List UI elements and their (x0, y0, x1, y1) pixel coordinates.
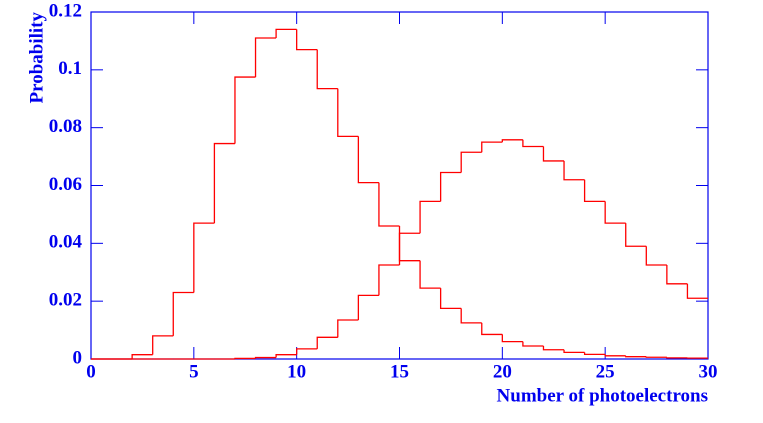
y-tick-label: 0.02 (49, 290, 82, 311)
histogram-bin (625, 355, 647, 358)
histogram-bin (378, 264, 400, 296)
histogram-bin (419, 260, 441, 289)
histogram-bin (501, 334, 523, 343)
histogram-bin (316, 336, 338, 349)
x-tick-label: 15 (390, 361, 409, 382)
x-tick-label: 30 (699, 361, 718, 382)
histogram-bin (439, 171, 462, 202)
histogram-bin (522, 341, 544, 347)
histogram-bin (481, 141, 503, 153)
histogram-bin (316, 49, 338, 90)
histogram-bin (439, 288, 462, 310)
histogram-bin (398, 232, 421, 266)
x-tick-label: 10 (287, 361, 306, 382)
histogram-bin (666, 357, 688, 359)
histogram-bin (645, 356, 667, 358)
histogram-bin (193, 222, 215, 293)
histogram-bin (460, 308, 482, 324)
histogram-bin (296, 348, 318, 355)
plot-frame (90, 11, 709, 360)
histogram-bin (542, 146, 565, 162)
histogram-bin (563, 349, 585, 353)
histogram-bin (275, 354, 297, 358)
histogram-bin (337, 319, 359, 338)
histogram-bin (645, 246, 667, 266)
histogram-bin (152, 335, 174, 355)
histogram-bin (501, 139, 523, 143)
histogram-bin (234, 357, 256, 360)
histogram-bin (419, 200, 441, 234)
x-tick-label: 20 (493, 361, 512, 382)
x-tick-label: 0 (86, 361, 96, 382)
y-tick-label: 0.12 (49, 0, 82, 21)
histogram-bin (563, 160, 585, 181)
histogram-bin (275, 28, 297, 39)
x-tick-label: 5 (189, 361, 199, 382)
histogram-bin (337, 88, 359, 137)
histogram-bin (625, 223, 647, 247)
histogram-bin (254, 37, 277, 78)
histogram-bin (666, 265, 688, 285)
y-tick-label: 0.1 (58, 58, 82, 79)
histogram-bin (522, 139, 544, 148)
histogram-bin (460, 151, 482, 173)
histogram-bin (583, 179, 606, 203)
histogram-bin (172, 291, 194, 336)
histogram-bin (604, 354, 626, 357)
histogram-bin (131, 354, 153, 359)
x-tick-label: 25 (596, 361, 615, 382)
histogram-bin (481, 322, 503, 336)
x-axis-label: Number of photoelectrons (497, 385, 708, 406)
histogram-bin (254, 356, 277, 359)
y-tick-label: 0.08 (49, 116, 82, 137)
y-tick-label: 0 (73, 347, 83, 368)
histogram-bin (604, 201, 626, 224)
y-axis-label: Probability (26, 12, 47, 104)
histogram-bin (686, 283, 708, 299)
histogram-bin (357, 136, 379, 184)
histogram-bin (398, 225, 421, 262)
histogram-bin (542, 345, 565, 351)
histogram-bin (213, 142, 235, 224)
histogram-bin (357, 294, 379, 320)
histogram-bin (583, 352, 606, 356)
y-tick-label: 0.06 (49, 174, 82, 195)
histogram-bin (234, 76, 256, 144)
histogram-bin (378, 182, 400, 227)
histogram-bin (296, 29, 318, 51)
y-tick-label: 0.04 (49, 232, 83, 253)
